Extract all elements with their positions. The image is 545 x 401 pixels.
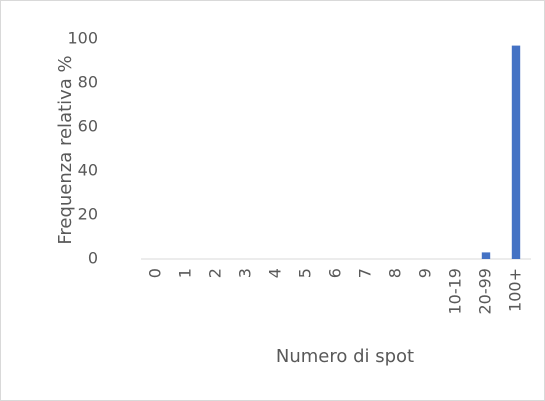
bar	[481, 252, 491, 259]
y-tick-label: 0	[88, 249, 98, 268]
x-tick-label: 2	[206, 268, 225, 278]
x-tick-label: 7	[356, 268, 375, 278]
y-tick-label: 100	[67, 29, 98, 48]
x-tick-label: 1	[176, 268, 195, 278]
x-tick-label: 6	[326, 268, 345, 278]
y-tick-label: 80	[78, 73, 98, 92]
y-tick-label: 40	[78, 161, 98, 180]
x-tick-label: 8	[386, 268, 405, 278]
x-tick-label: 5	[296, 268, 315, 278]
x-axis-title: Numero di spot	[276, 346, 414, 367]
y-axis-title: Frequenza relativa %	[55, 55, 76, 244]
x-tick-label: 20-99	[476, 268, 495, 315]
x-tick-label: 0	[146, 268, 165, 278]
y-tick-label: 20	[78, 205, 98, 224]
x-tick-label: 4	[266, 268, 285, 278]
x-tick-label: 9	[416, 268, 435, 278]
y-tick-label: 60	[78, 117, 98, 136]
x-tick-label: 100+	[506, 268, 525, 312]
x-tick-label: 10-19	[446, 268, 465, 315]
bar	[511, 45, 521, 259]
x-tick-label: 3	[236, 268, 255, 278]
